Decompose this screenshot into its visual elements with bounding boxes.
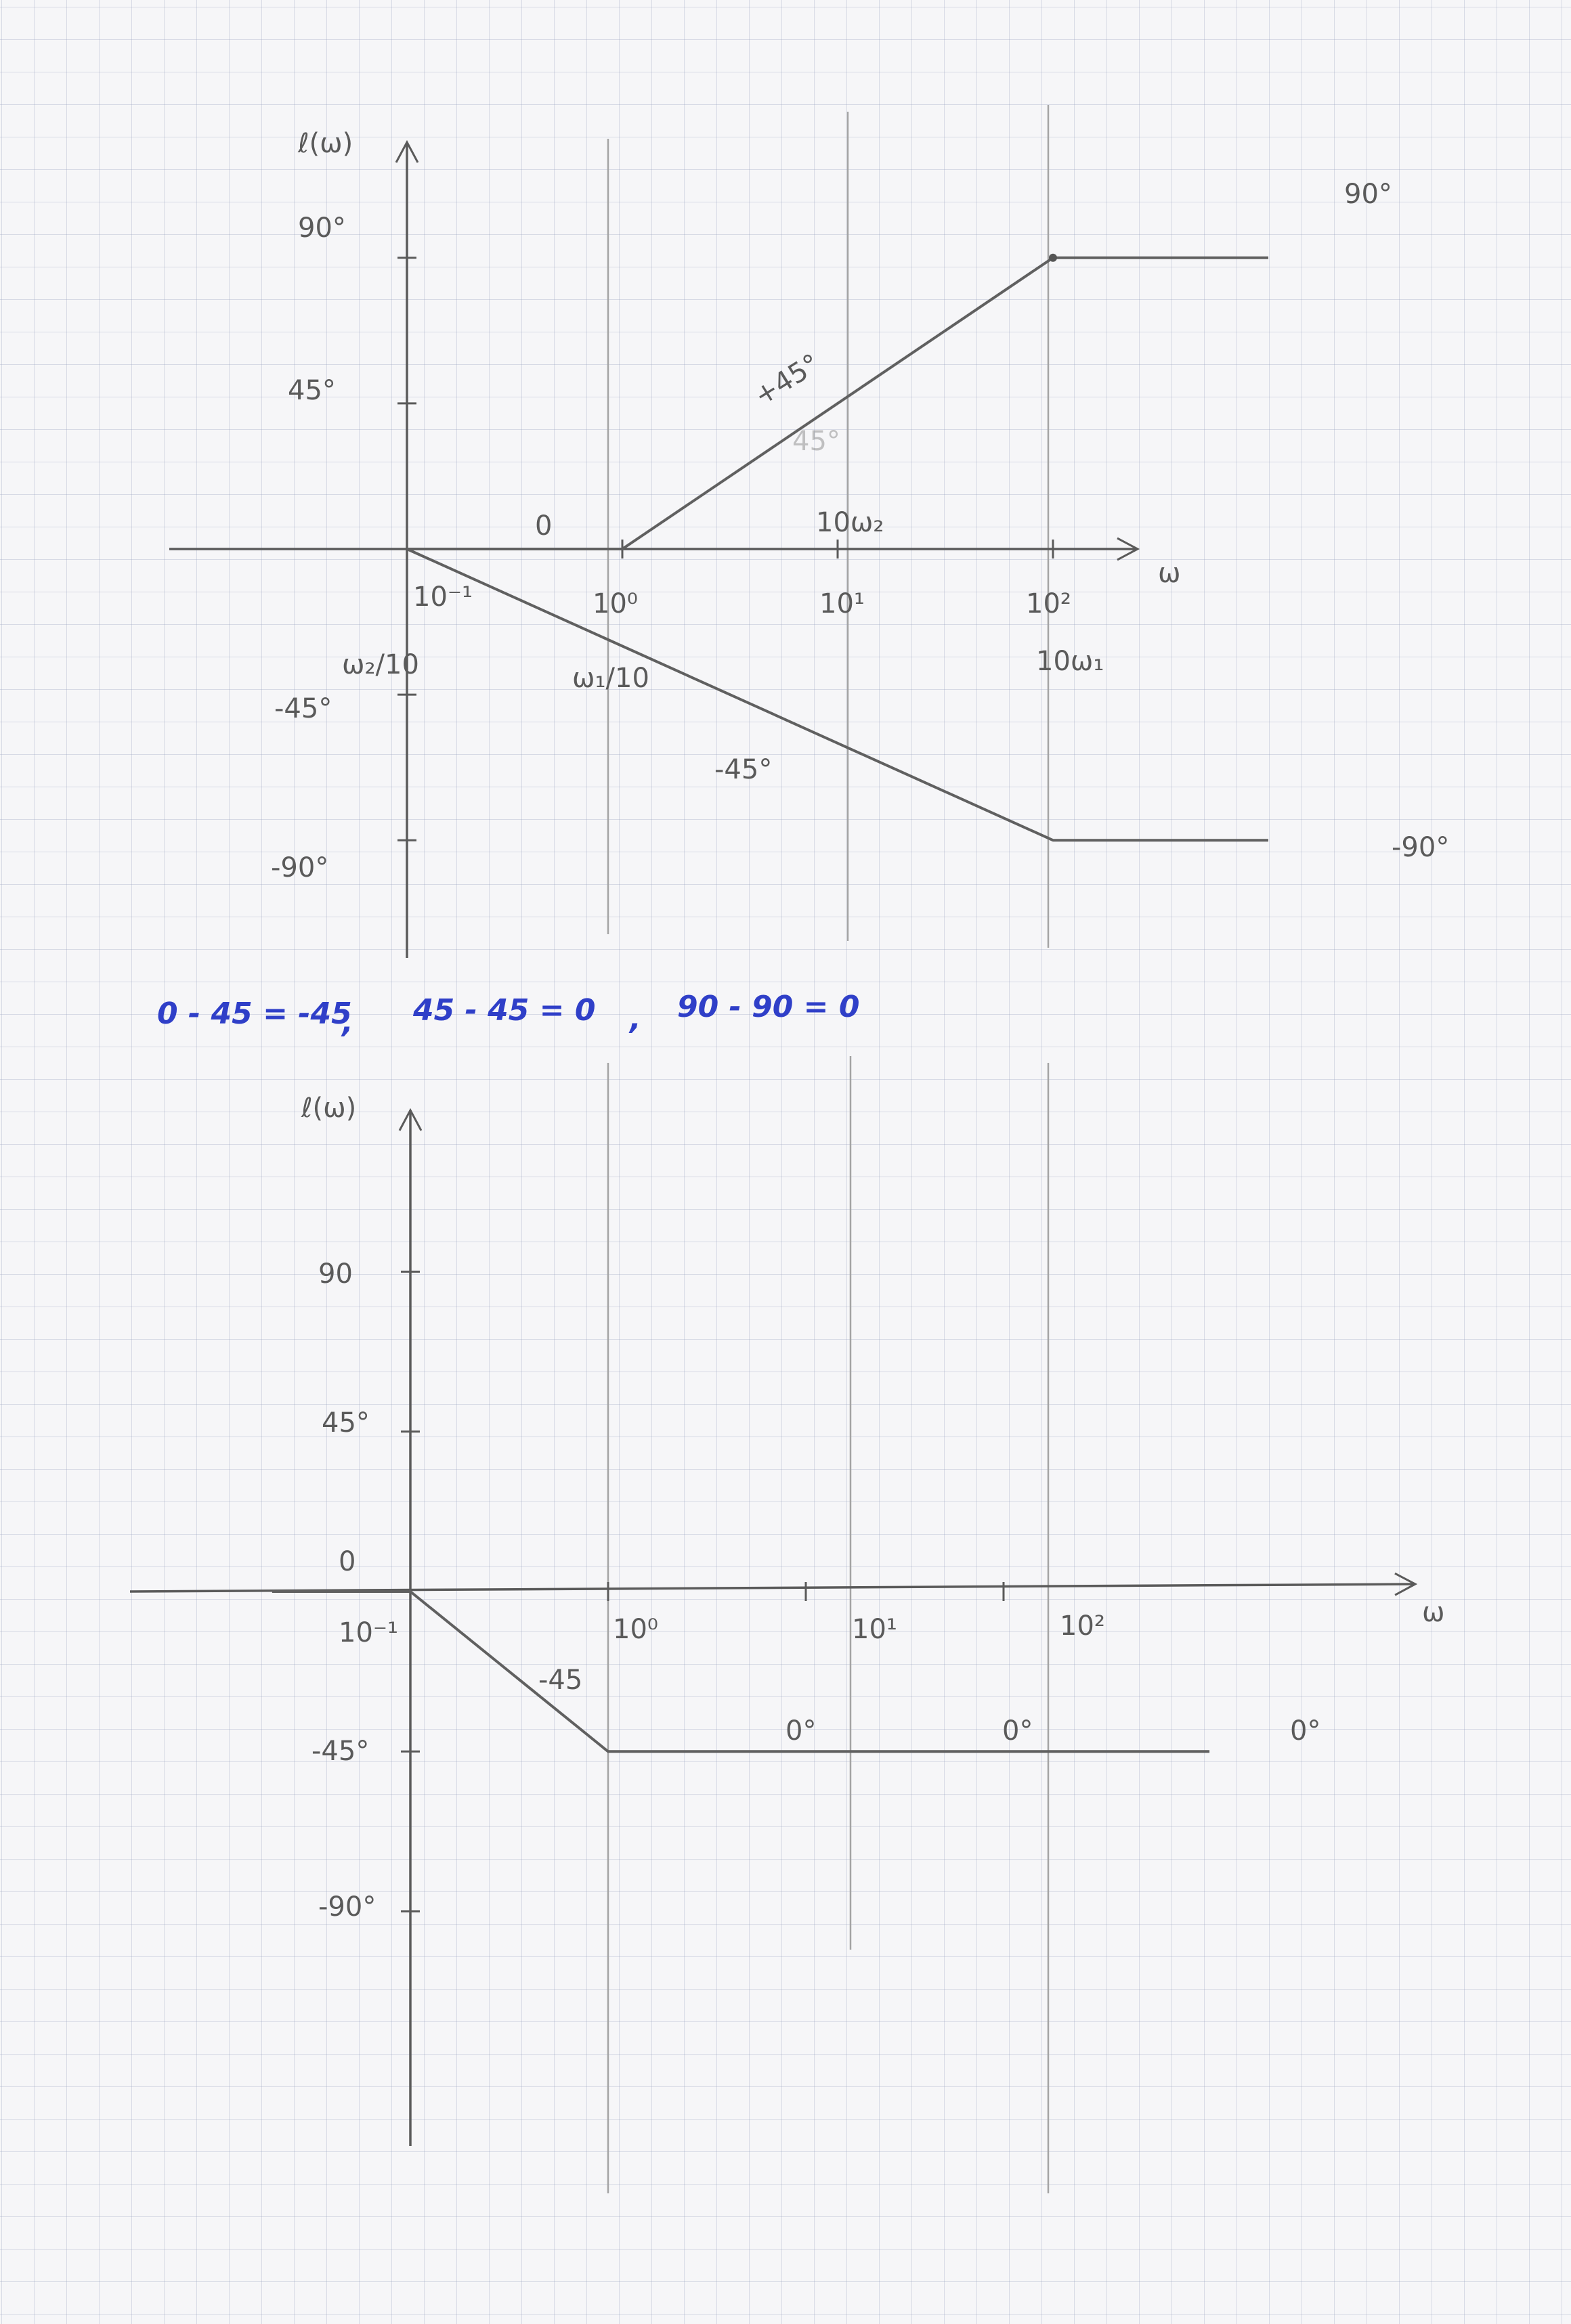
top-y-tick-label-minus-90: -90° bbox=[271, 852, 328, 883]
bottom-x-tick-label-0: 10⁻¹ bbox=[339, 1617, 398, 1648]
bottom-segment-label-0-b: 0° bbox=[1002, 1715, 1033, 1747]
note-comma-1: , bbox=[341, 1005, 353, 1040]
series-line-1 bbox=[407, 256, 1268, 550]
bottom-y-tick-label-minus-90: -90° bbox=[318, 1891, 376, 1923]
segment-label-minus-45: -45° bbox=[714, 754, 772, 785]
bottom-y-tick-label-0: 0 bbox=[339, 1546, 356, 1577]
top-x-tick-label-2: 10¹ bbox=[819, 588, 865, 619]
x-annotation-omega1-over-10: ω₁/10 bbox=[572, 663, 649, 694]
x-annotation-omega2-over-10: ω₂/10 bbox=[342, 649, 419, 680]
top-x-tick-label-1: 10⁰ bbox=[593, 588, 638, 619]
x-annotation-10-omega1: 10ω₁ bbox=[1036, 646, 1104, 677]
note-part-2: 45 - 45 = 0 bbox=[412, 993, 595, 1028]
segment-label-45-faint: 45° bbox=[792, 426, 840, 457]
bottom-x-tick-label-2: 10¹ bbox=[852, 1614, 897, 1645]
bottom-series-lines bbox=[272, 1590, 1210, 1753]
bottom-axis-ticks bbox=[401, 1271, 1005, 1912]
bottom-x-axis-label: ω bbox=[1422, 1597, 1445, 1628]
x-annotation-10-omega2: 10ω₂ bbox=[816, 507, 884, 538]
bottom-y-tick-label-90: 90 bbox=[318, 1258, 353, 1290]
bottom-y-tick-label-minus-45: -45° bbox=[311, 1736, 369, 1767]
bottom-y-tick-label-45: 45° bbox=[322, 1407, 370, 1439]
top-phase-chart: ℓ(ω) ω 90° 45° -45° -90° 10⁻¹ 10⁰ 10¹ 10… bbox=[169, 105, 1449, 958]
top-y-axis-label: ℓ(ω) bbox=[297, 128, 353, 159]
top-axis-ticks bbox=[397, 257, 1054, 841]
top-x-axis-label: ω bbox=[1158, 558, 1181, 589]
top-y-tick-label-45: 45° bbox=[288, 375, 336, 406]
bottom-segment-label-minus-45: -45 bbox=[538, 1665, 582, 1696]
bottom-x-tick-label-3: 10² bbox=[1060, 1610, 1105, 1642]
top-y-tick-label-minus-45: -45° bbox=[274, 693, 332, 724]
segment-label-minus-90: -90° bbox=[1392, 832, 1449, 863]
top-series-lines bbox=[406, 253, 1268, 842]
note-part-3: 90 - 90 = 0 bbox=[677, 990, 859, 1024]
note-part-1: 0 - 45 = -45 bbox=[157, 996, 352, 1031]
break-point-marker bbox=[1049, 253, 1057, 262]
top-labels: ℓ(ω) ω 90° 45° -45° -90° 10⁻¹ 10⁰ 10¹ 10… bbox=[271, 128, 1449, 883]
bottom-segment-label-0-c: 0° bbox=[1290, 1715, 1320, 1747]
top-x-tick-label-0: 10⁻¹ bbox=[413, 582, 473, 613]
top-vertical-guides bbox=[607, 105, 1050, 948]
bottom-labels: ℓ(ω) ω 90 45° 0 -45° -90° 10⁻¹ 10⁰ 10¹ 1… bbox=[301, 1093, 1445, 1923]
bottom-vertical-guides bbox=[607, 1056, 1050, 2193]
bottom-segment-label-0-a: 0° bbox=[786, 1715, 816, 1747]
handwritten-note: 0 - 45 = -45 , 45 - 45 = 0 , 90 - 90 = 0 bbox=[157, 990, 859, 1040]
segment-label-zero: 0 bbox=[535, 510, 552, 542]
segment-label-plus-45: +45° bbox=[749, 348, 825, 412]
segment-label-90: 90° bbox=[1344, 179, 1392, 210]
bottom-phase-chart: ℓ(ω) ω 90 45° 0 -45° -90° 10⁻¹ 10⁰ 10¹ 1… bbox=[129, 1056, 1445, 2193]
top-x-tick-label-3: 10² bbox=[1026, 588, 1071, 619]
bottom-x-tick-label-1: 10⁰ bbox=[613, 1614, 658, 1645]
bottom-y-axis-label: ℓ(ω) bbox=[301, 1093, 356, 1124]
series-line-2 bbox=[406, 548, 1268, 842]
top-y-tick-label-90: 90° bbox=[298, 213, 346, 244]
series-line-1 bbox=[272, 1590, 1210, 1753]
note-comma-2: , bbox=[628, 1002, 641, 1036]
